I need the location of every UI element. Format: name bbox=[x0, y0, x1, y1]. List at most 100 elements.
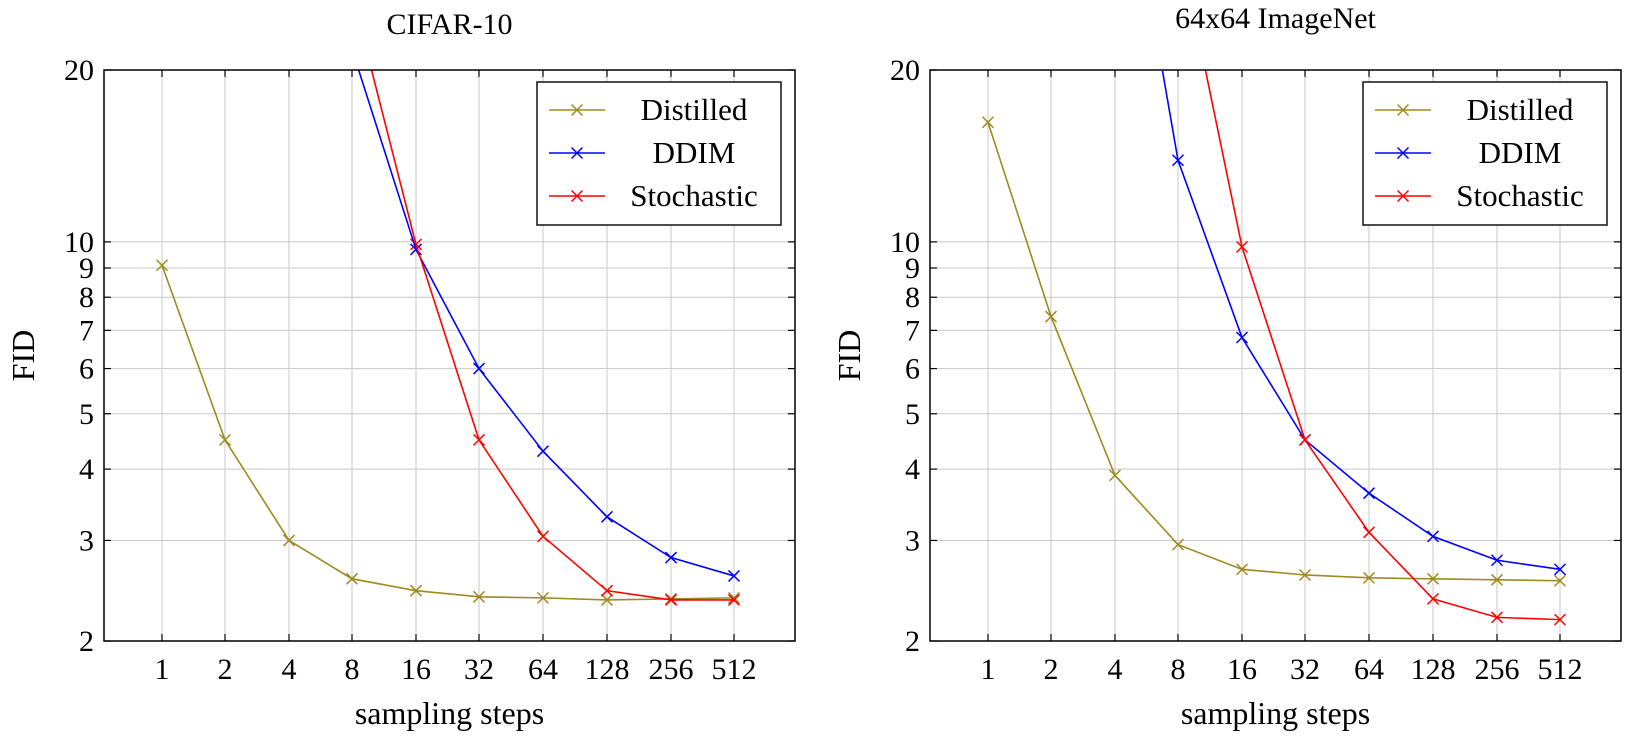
legend-marker bbox=[570, 189, 584, 203]
chart-title: 64x64 ImageNet bbox=[1175, 2, 1376, 35]
x-tick-label: 4 bbox=[1108, 653, 1123, 686]
data-point bbox=[727, 569, 741, 582]
series-group bbox=[981, 70, 1567, 626]
series-ddim bbox=[409, 243, 741, 582]
y-tick-label: 8 bbox=[79, 281, 94, 314]
data-point bbox=[600, 510, 614, 523]
legend-entry: DDIM bbox=[549, 135, 735, 170]
legend-entry: Stochastic bbox=[549, 178, 758, 213]
series-entry-line bbox=[370, 70, 417, 245]
data-point bbox=[1490, 611, 1504, 624]
x-tick-label: 128 bbox=[585, 653, 630, 686]
x-tick-label: 64 bbox=[1354, 653, 1384, 686]
legend: Distilled DDIM Stochastic bbox=[1362, 81, 1608, 226]
data-point bbox=[536, 445, 550, 458]
x-tick-label: 512 bbox=[712, 653, 757, 686]
data-point bbox=[1553, 563, 1567, 576]
data-point bbox=[1235, 563, 1249, 576]
x-tick-label: 8 bbox=[345, 653, 360, 686]
legend-label: Distilled bbox=[1467, 92, 1574, 127]
data-point bbox=[727, 593, 741, 606]
y-tick-label: 8 bbox=[905, 281, 920, 314]
x-axis-label: sampling steps bbox=[1181, 695, 1370, 731]
data-point bbox=[600, 584, 614, 597]
y-axis-label: FID bbox=[831, 330, 867, 382]
y-tick-label: 3 bbox=[79, 524, 94, 557]
data-point bbox=[1490, 573, 1504, 586]
data-point bbox=[727, 591, 741, 604]
legend-label: DDIM bbox=[1479, 135, 1562, 170]
legend-label: Stochastic bbox=[630, 178, 757, 213]
x-tick-label: 1 bbox=[155, 653, 170, 686]
data-point bbox=[155, 259, 169, 272]
data-point bbox=[1171, 538, 1185, 551]
legend-marker bbox=[570, 103, 584, 117]
y-tick-label: 7 bbox=[905, 314, 920, 347]
y-tick-label: 4 bbox=[905, 453, 920, 486]
x-tick-label: 1 bbox=[981, 653, 996, 686]
data-point bbox=[536, 591, 550, 604]
y-tick-label: 5 bbox=[79, 398, 94, 431]
y-tick-label: 10 bbox=[64, 226, 94, 259]
data-point bbox=[664, 551, 678, 564]
legend-entry: DDIM bbox=[1375, 135, 1561, 170]
legend-marker bbox=[1396, 189, 1410, 203]
data-point bbox=[218, 433, 232, 446]
y-tick-label: 20 bbox=[890, 54, 920, 87]
data-point bbox=[981, 116, 995, 129]
x-tick-label: 16 bbox=[401, 653, 431, 686]
data-point bbox=[472, 362, 486, 375]
y-tick-label: 4 bbox=[79, 453, 94, 486]
plot-frame bbox=[103, 69, 796, 642]
y-tick-label: 2 bbox=[905, 625, 920, 658]
data-point bbox=[1426, 572, 1440, 585]
x-tick-label: 2 bbox=[1044, 653, 1059, 686]
x-tick-label: 4 bbox=[282, 653, 297, 686]
x-tick-label: 512 bbox=[1538, 653, 1583, 686]
data-point bbox=[1553, 613, 1567, 626]
series-entry-line bbox=[1161, 70, 1179, 161]
chart-title: CIFAR-10 bbox=[386, 8, 512, 41]
data-point bbox=[1298, 433, 1312, 446]
series-line bbox=[1241, 246, 1561, 621]
data-point bbox=[664, 593, 678, 606]
x-tick-label: 32 bbox=[1290, 653, 1320, 686]
series-group bbox=[155, 70, 741, 606]
legend-label: DDIM bbox=[653, 135, 736, 170]
series-stochastic bbox=[409, 238, 741, 606]
series-line bbox=[415, 249, 735, 577]
data-point bbox=[472, 433, 486, 446]
data-point bbox=[536, 530, 550, 543]
y-tick-label: 3 bbox=[905, 524, 920, 557]
data-point bbox=[1426, 592, 1440, 605]
x-tick-label: 8 bbox=[1171, 653, 1186, 686]
y-tick-label: 2 bbox=[79, 625, 94, 658]
series-line bbox=[987, 122, 1561, 582]
y-tick-label: 9 bbox=[905, 252, 920, 285]
series-entry-line bbox=[357, 70, 417, 250]
legend-entry: Distilled bbox=[549, 92, 748, 127]
legend-marker bbox=[1396, 146, 1410, 160]
y-tick-label: 9 bbox=[79, 252, 94, 285]
legend-marker bbox=[1396, 103, 1410, 117]
legend-label: Distilled bbox=[641, 92, 748, 127]
y-tick-label: 6 bbox=[79, 353, 94, 386]
series-distilled bbox=[155, 259, 741, 606]
series-stochastic bbox=[1235, 240, 1567, 626]
data-point bbox=[409, 584, 423, 597]
data-point bbox=[1362, 526, 1376, 539]
legend-marker bbox=[570, 146, 584, 160]
data-point bbox=[1108, 469, 1122, 482]
x-tick-label: 64 bbox=[528, 653, 558, 686]
y-tick-label: 20 bbox=[64, 54, 94, 87]
x-tick-label: 2 bbox=[218, 653, 233, 686]
x-axis-label: sampling steps bbox=[355, 695, 544, 731]
series-distilled bbox=[981, 116, 1567, 587]
plot-frame bbox=[929, 69, 1622, 642]
data-point bbox=[345, 572, 359, 585]
series-line bbox=[415, 244, 734, 601]
